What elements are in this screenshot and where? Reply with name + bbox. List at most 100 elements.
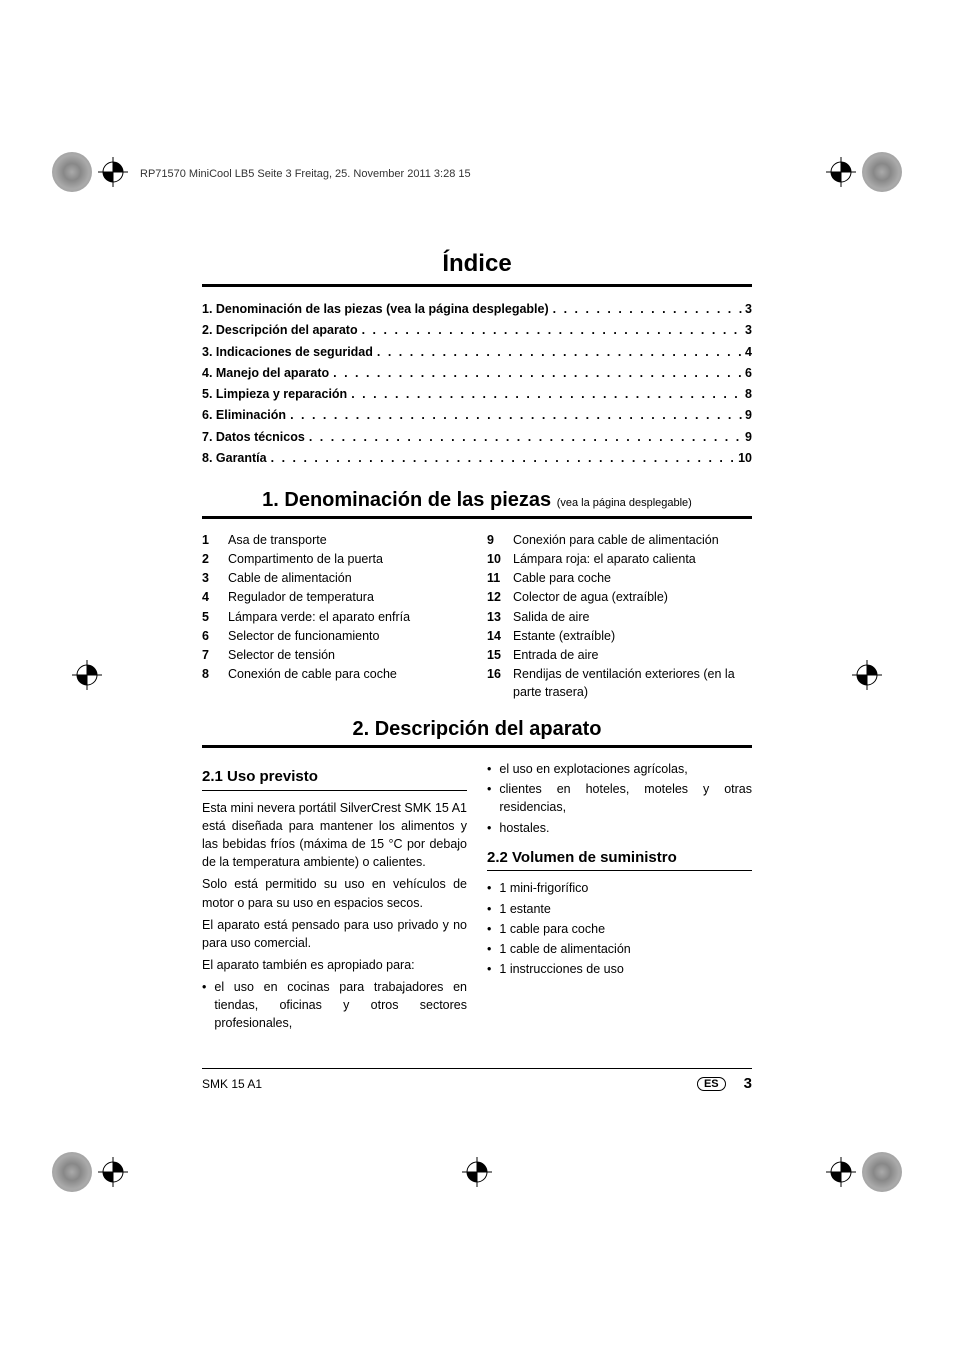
toc-dots <box>373 342 745 363</box>
section-rule <box>202 516 752 519</box>
toc-row: 1. Denominación de las piezas (vea la pá… <box>202 299 752 320</box>
toc-dots <box>358 320 745 341</box>
part-number: 6 <box>202 627 220 645</box>
paragraph: Solo está permitido su uso en vehículos … <box>202 875 467 911</box>
list-item: 1 cable para coche <box>487 920 752 938</box>
footer-page-number: 3 <box>744 1075 752 1092</box>
toc-label: 7. Datos técnicos <box>202 427 305 448</box>
paragraph: Esta mini nevera portátil SilverCrest SM… <box>202 799 467 872</box>
toc-dots <box>549 299 745 320</box>
list-item: 1 cable de alimentación <box>487 940 752 958</box>
part-row: 16Rendijas de ventilación exteriores (en… <box>487 665 752 701</box>
toc-dots <box>286 405 745 426</box>
part-number: 12 <box>487 588 505 606</box>
part-number: 13 <box>487 608 505 626</box>
list-item: clientes en hoteles, moteles y otras res… <box>487 780 752 816</box>
toc-label: 6. Eliminación <box>202 405 286 426</box>
index-title: Índice <box>202 250 752 278</box>
print-header-line: RP71570 MiniCool LB5 Seite 3 Freitag, 25… <box>140 168 471 180</box>
part-row: 2 Compartimento de la puerta <box>202 550 467 568</box>
part-row: 3 Cable de alimentación <box>202 569 467 587</box>
part-label: Compartimento de la puerta <box>228 550 383 568</box>
toc-row: 3. Indicaciones de seguridad 4 <box>202 342 752 363</box>
corner-decoration <box>52 152 92 192</box>
part-row: 7Selector de tensión <box>202 646 467 664</box>
subsection-2-1-title: 2.1 Uso previsto <box>202 766 467 788</box>
list-item: el uso en explotaciones agrícolas, <box>487 760 752 778</box>
subsection-rule <box>202 790 467 791</box>
part-number: 15 <box>487 646 505 664</box>
toc-page: 4 <box>745 342 752 363</box>
section-2-body: 2.1 Uso previsto Esta mini nevera portát… <box>202 760 752 1034</box>
part-label: Lámpara roja: el aparato calienta <box>513 550 696 568</box>
table-of-contents: 1. Denominación de las piezas (vea la pá… <box>202 299 752 469</box>
toc-label: 1. Denominación de las piezas (vea la pá… <box>202 299 549 320</box>
part-row: 15Entrada de aire <box>487 646 752 664</box>
part-number: 16 <box>487 665 505 701</box>
parts-list: 1Asa de transporte2 Compartimento de la p… <box>202 531 752 702</box>
page-footer: SMK 15 A1 ES 3 <box>202 1068 752 1092</box>
part-row: 9 Conexión para cable de alimentación <box>487 531 752 549</box>
part-row: 10 Lámpara roja: el aparato calienta <box>487 550 752 568</box>
part-label: Conexión de cable para coche <box>228 665 397 683</box>
toc-dots <box>305 427 745 448</box>
part-number: 8 <box>202 665 220 683</box>
toc-label: 3. Indicaciones de seguridad <box>202 342 373 363</box>
section-rule <box>202 745 752 748</box>
corner-decoration <box>52 1152 92 1192</box>
part-number: 10 <box>487 550 505 568</box>
registration-mark-icon <box>462 1157 492 1187</box>
part-row: 14Estante (extraíble) <box>487 627 752 645</box>
part-row: 13Salida de aire <box>487 608 752 626</box>
part-label: Cable de alimentación <box>228 569 352 587</box>
list-item: hostales. <box>487 819 752 837</box>
paragraph: El aparato está pensado para uso privado… <box>202 916 467 952</box>
part-label: Colector de agua (extraíble) <box>513 588 668 606</box>
subsection-2-2-title: 2.2 Volumen de suministro <box>487 847 752 869</box>
part-row: 8 Conexión de cable para coche <box>202 665 467 683</box>
toc-row: 4. Manejo del aparato 6 <box>202 363 752 384</box>
part-number: 2 <box>202 550 220 568</box>
toc-row: 2. Descripción del aparato3 <box>202 320 752 341</box>
toc-label: 4. Manejo del aparato <box>202 363 329 384</box>
page-content: Índice 1. Denominación de las piezas (ve… <box>202 250 752 1034</box>
part-label: Selector de funcionamiento <box>228 627 379 645</box>
toc-row: 7. Datos técnicos 9 <box>202 427 752 448</box>
corner-decoration <box>862 152 902 192</box>
part-row: 6 Selector de funcionamiento <box>202 627 467 645</box>
footer-language-badge: ES <box>697 1077 726 1091</box>
list-item: el uso en cocinas para trabajadores en t… <box>202 978 467 1032</box>
list-item: 1 mini-frigorífico <box>487 879 752 897</box>
part-row: 4Regulador de temperatura <box>202 588 467 606</box>
toc-page: 9 <box>745 405 752 426</box>
part-number: 9 <box>487 531 505 549</box>
part-number: 3 <box>202 569 220 587</box>
registration-mark-icon <box>826 157 856 187</box>
part-label: Lámpara verde: el aparato enfría <box>228 608 410 626</box>
section-1-title-text: 1. Denominación de las piezas <box>262 489 551 511</box>
part-label: Conexión para cable de alimentación <box>513 531 719 549</box>
toc-label: 5. Limpieza y reparación <box>202 384 347 405</box>
paragraph: El aparato también es apropiado para: <box>202 956 467 974</box>
registration-mark-icon <box>98 1157 128 1187</box>
section-1-subtitle: (vea la página desplegable) <box>557 497 692 509</box>
part-row: 11Cable para coche <box>487 569 752 587</box>
part-number: 5 <box>202 608 220 626</box>
part-number: 1 <box>202 531 220 549</box>
toc-row: 5. Limpieza y reparación8 <box>202 384 752 405</box>
part-label: Cable para coche <box>513 569 611 587</box>
part-label: Rendijas de ventilación exteriores (en l… <box>513 665 752 701</box>
toc-dots <box>267 448 738 469</box>
part-label: Estante (extraíble) <box>513 627 615 645</box>
toc-page: 6 <box>745 363 752 384</box>
part-label: Regulador de temperatura <box>228 588 374 606</box>
toc-page: 3 <box>745 299 752 320</box>
part-row: 1Asa de transporte <box>202 531 467 549</box>
list-item: 1 instrucciones de uso <box>487 960 752 978</box>
part-number: 7 <box>202 646 220 664</box>
toc-page: 9 <box>745 427 752 448</box>
toc-page: 3 <box>745 320 752 341</box>
section-2-title: 2. Descripción del aparato <box>202 718 752 741</box>
part-row: 5 Lámpara verde: el aparato enfría <box>202 608 467 626</box>
part-row: 12 Colector de agua (extraíble) <box>487 588 752 606</box>
